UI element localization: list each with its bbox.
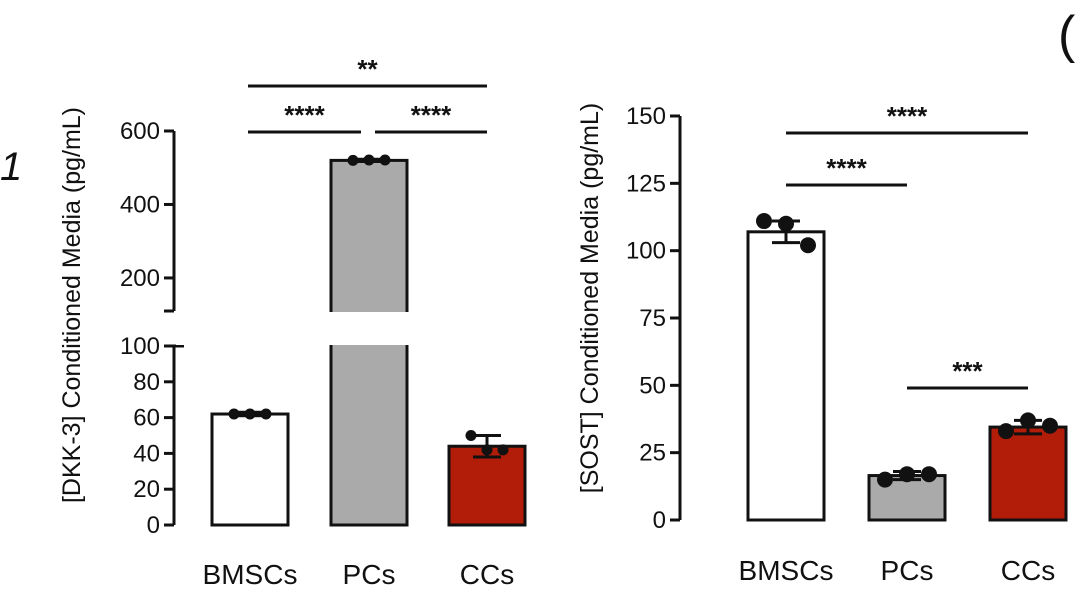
- dkk3-bar-chart: 200 400 600 0 20 40 60 80 100 [DKK-3] Conditioned…: [58, 54, 536, 590]
- data-point: [497, 444, 509, 456]
- data-point: [347, 154, 359, 166]
- y-tick-label: 400: [120, 191, 160, 218]
- y-tick-label: 25: [639, 440, 666, 467]
- y-tick-label: 600: [120, 118, 160, 145]
- y-tick-label: 100: [120, 333, 160, 360]
- x-category-label: BMSCs: [203, 559, 298, 590]
- data-point: [260, 408, 272, 420]
- y-tick-label: 75: [639, 305, 666, 332]
- bar-pcs: [867, 474, 947, 522]
- data-point: [800, 237, 816, 254]
- bar-bmscs: [746, 230, 826, 522]
- x-category-label: PCs: [881, 555, 934, 586]
- y-tick-label: 0: [147, 512, 160, 539]
- sost-bar-chart: 0 25 50 75 100 125 150 [SOST] Conditioned Media…: [576, 101, 1068, 586]
- y-axis-title: [DKK-3] Conditioned Media (pg/mL): [58, 107, 86, 503]
- data-point: [228, 408, 240, 420]
- data-point: [778, 215, 794, 232]
- x-category-label: CCs: [1001, 555, 1055, 586]
- bar-ccs: [988, 425, 1068, 522]
- y-tick-label: 150: [626, 103, 666, 130]
- data-point: [244, 408, 256, 420]
- y-tick-label: 0: [653, 507, 666, 534]
- significance-label: **: [357, 54, 378, 84]
- data-point: [998, 423, 1014, 440]
- y-tick-label: 80: [133, 369, 160, 396]
- significance-label: ***: [952, 356, 983, 386]
- y-tick-label: 20: [133, 476, 160, 503]
- y-tick-label: 100: [626, 238, 666, 265]
- x-category-label: BMSCs: [739, 555, 834, 586]
- x-category-label: CCs: [460, 559, 514, 590]
- data-point: [1020, 412, 1036, 429]
- panel-letter-fragment: (: [1058, 6, 1076, 64]
- data-point: [481, 444, 493, 456]
- x-category-label: PCs: [343, 559, 396, 590]
- data-point: [379, 154, 391, 166]
- y-tick-label: 50: [639, 372, 666, 399]
- y-tick-label: 60: [133, 405, 160, 432]
- y-tick-label: 125: [626, 170, 666, 197]
- y-axis-title: [SOST] Conditioned Media (pg/mL): [576, 103, 604, 493]
- data-point: [465, 430, 477, 441]
- axis-break-gap: [176, 312, 536, 345]
- data-point: [363, 154, 375, 166]
- significance-label: ****: [411, 100, 452, 130]
- data-point: [1042, 417, 1058, 434]
- panel-letter-fragment: 1: [0, 145, 22, 189]
- significance-label: ****: [887, 101, 928, 131]
- significance-label: ****: [826, 153, 867, 183]
- data-point: [899, 466, 915, 483]
- bar-bmscs: [210, 412, 290, 527]
- data-point: [877, 471, 893, 488]
- data-point: [756, 213, 772, 230]
- significance-label: ****: [284, 100, 325, 130]
- y-tick-label: 40: [133, 440, 160, 467]
- data-point: [921, 466, 937, 483]
- y-tick-label: 200: [120, 265, 160, 292]
